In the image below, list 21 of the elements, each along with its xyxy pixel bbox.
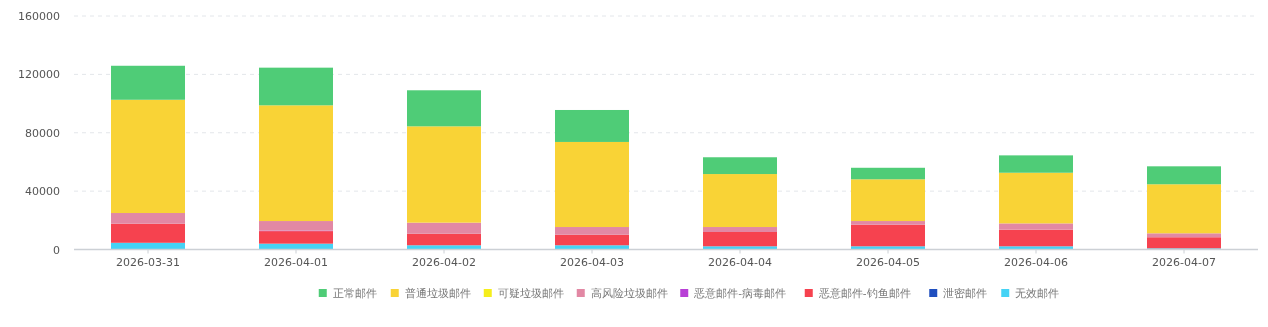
legend-label: 恶意邮件-钓鱼邮件 bbox=[817, 287, 911, 299]
x-tick-label: 2026-04-04 bbox=[708, 255, 772, 269]
legend-label: 正常邮件 bbox=[332, 287, 377, 299]
x-tick-label: 2026-04-07 bbox=[1152, 255, 1216, 269]
y-tick-label: 80000 bbox=[25, 126, 60, 140]
x-tick-label: 2026-04-05 bbox=[856, 255, 920, 269]
x-tick-label: 2026-04-06 bbox=[1004, 255, 1068, 269]
x-tick-label: 2026-03-31 bbox=[116, 255, 180, 269]
legend-label: 恶意邮件-病毒邮件 bbox=[693, 287, 787, 299]
legend-label: 可疑垃圾邮件 bbox=[497, 287, 564, 299]
legend-label: 高风险垃圾邮件 bbox=[590, 287, 668, 299]
y-tick-label: 40000 bbox=[25, 185, 60, 199]
legend-label: 普通垃圾邮件 bbox=[404, 287, 471, 299]
y-tick-label: 120000 bbox=[18, 68, 60, 82]
legend-label: 泄密邮件 bbox=[943, 287, 988, 299]
y-tick-label: 160000 bbox=[18, 10, 60, 23]
legend-label: 无效邮件 bbox=[1015, 287, 1060, 299]
x-tick-label: 2026-04-03 bbox=[560, 255, 624, 269]
x-tick-label: 2026-04-01 bbox=[264, 255, 328, 269]
x-tick-label: 2026-04-02 bbox=[412, 255, 476, 269]
y-tick-label: 0 bbox=[53, 243, 60, 257]
